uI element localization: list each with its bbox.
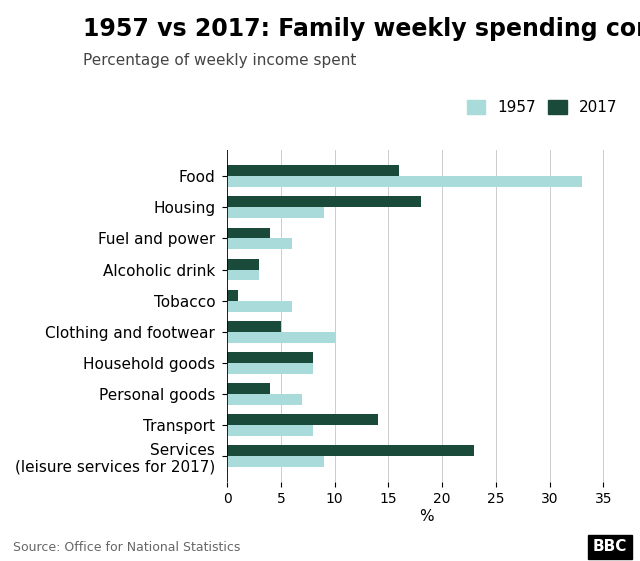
Bar <box>227 456 324 467</box>
Bar <box>227 208 324 218</box>
X-axis label: %: % <box>419 509 433 523</box>
Bar <box>227 394 302 405</box>
Text: BBC: BBC <box>593 539 627 554</box>
Bar <box>227 289 238 301</box>
Bar <box>227 176 582 187</box>
Bar <box>227 445 474 456</box>
Text: Percentage of weekly income spent: Percentage of weekly income spent <box>83 53 356 68</box>
Bar <box>227 228 270 238</box>
Bar <box>227 196 420 208</box>
Bar <box>227 363 313 374</box>
Legend: 1957, 2017: 1957, 2017 <box>467 100 618 115</box>
Bar <box>227 352 313 363</box>
Bar <box>227 425 313 436</box>
Bar <box>227 165 399 176</box>
Bar <box>227 259 259 269</box>
Text: Source: Office for National Statistics: Source: Office for National Statistics <box>13 541 240 554</box>
Bar <box>227 414 378 425</box>
Text: 1957 vs 2017: Family weekly spending compared: 1957 vs 2017: Family weekly spending com… <box>83 17 640 41</box>
Bar <box>227 332 335 343</box>
Bar <box>227 238 292 249</box>
Bar <box>227 269 259 280</box>
Bar <box>227 301 292 311</box>
Bar <box>227 321 281 332</box>
Bar <box>227 383 270 394</box>
